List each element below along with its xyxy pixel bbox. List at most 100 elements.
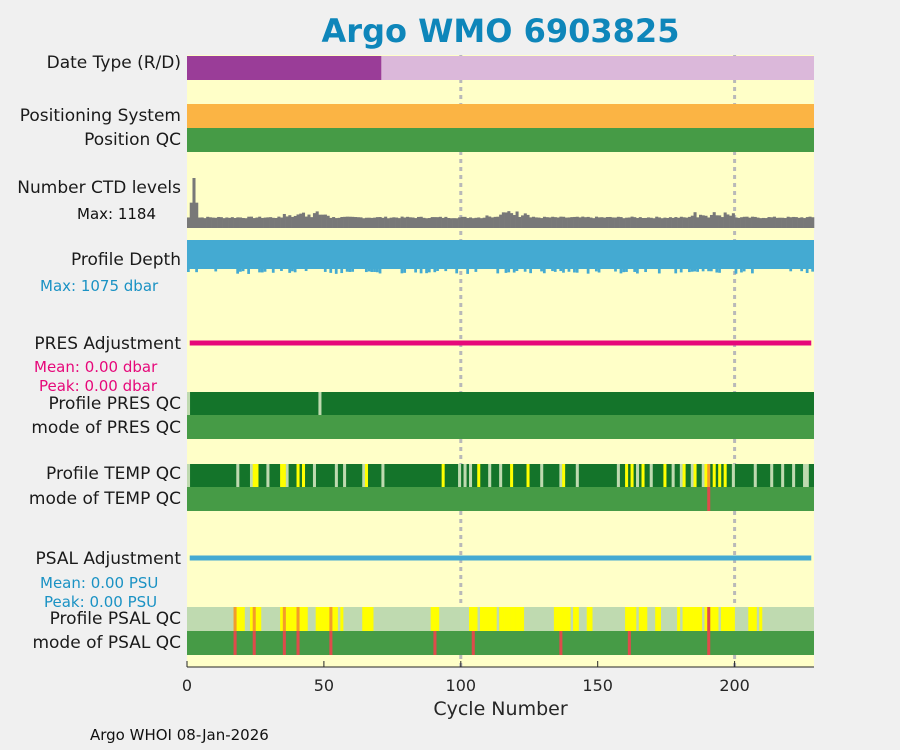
ctd-levels-bar <box>310 217 314 228</box>
ctd-levels-bar <box>441 217 445 228</box>
psal-qc-cell-yellow <box>315 607 319 631</box>
ctd-levels-bar <box>493 216 497 228</box>
psal-qc-cell-yellow <box>589 607 593 631</box>
temp-qc-cell-yellow <box>625 464 629 487</box>
profile-depth-dip <box>800 269 804 272</box>
profile-depth-dip <box>622 269 626 273</box>
psal-qc-cell-yellow <box>280 607 284 631</box>
psal-qc-cell-yellow <box>512 607 516 631</box>
ctd-levels-bar <box>189 202 193 228</box>
ctd-levels-bar <box>545 217 549 228</box>
ctd-levels-bar <box>734 217 738 228</box>
profile-depth-dip <box>329 269 333 273</box>
profile-depth-dip <box>644 269 647 273</box>
ctd-levels-bar <box>299 213 303 228</box>
x-tick-label: 200 <box>719 676 750 695</box>
profile-depth-dip <box>195 269 198 273</box>
ctd-levels-bar <box>603 217 607 228</box>
ctd-levels-bar <box>343 216 347 228</box>
ctd-levels-bar <box>772 216 776 228</box>
ctd-levels-bar <box>433 217 437 228</box>
date-type-delayed-bar <box>381 56 814 80</box>
ctd-levels-bar <box>438 216 442 228</box>
ctd-levels-bar <box>529 217 533 228</box>
profile-depth-dip <box>214 269 218 272</box>
profile-depth-dip <box>364 269 368 273</box>
ctd-levels-bar <box>479 218 484 228</box>
psal-qc-cell-yellow <box>471 607 475 631</box>
ctd-levels-bar <box>378 217 382 228</box>
psal-qc-cell-yellow <box>759 607 763 631</box>
temp-qc-cell-light <box>753 464 757 487</box>
profile-depth-dip <box>403 269 407 273</box>
profile-depth-dip <box>657 269 661 274</box>
ctd-levels-bar <box>258 216 262 228</box>
ctd-levels-bar <box>260 217 264 228</box>
ctd-levels-bar <box>783 218 787 228</box>
ctd-levels-bar <box>293 215 297 228</box>
ctd-levels-bar <box>477 217 481 228</box>
ctd-levels-bar <box>334 218 338 228</box>
temp-qc-cell-yellow <box>693 464 697 487</box>
profile-depth-dip <box>436 269 439 272</box>
ctd-levels-bar <box>564 217 568 228</box>
temp-qc-cell-yellow <box>718 464 722 487</box>
ctd-levels-bar <box>805 217 809 228</box>
ctd-levels-bar <box>556 217 560 228</box>
ctd-levels-bar <box>575 216 579 228</box>
psal-qc-cell-yellow <box>241 607 245 631</box>
ctd-levels-bar <box>630 216 634 228</box>
ctd-levels-bar <box>701 215 705 228</box>
temp-qc-cell-yellow <box>282 464 286 487</box>
psal-qc-cell-yellow <box>318 607 322 631</box>
ctd-levels-bar <box>389 217 393 228</box>
psal-qc-cell-yellow <box>559 607 563 631</box>
ctd-levels-bar <box>666 217 670 228</box>
temp-qc-cell-light <box>249 464 254 487</box>
profile-depth-dip <box>586 269 590 274</box>
psal-qc-cell-yellow <box>729 607 733 631</box>
ctd-levels-bar <box>329 217 333 228</box>
ctd-levels-bar <box>646 217 651 228</box>
pres-mode-bar <box>187 415 814 439</box>
psal-mode-bar <box>187 631 814 655</box>
profile-depth-dip <box>636 269 639 274</box>
psal-qc-cell-yellow <box>748 607 752 631</box>
ctd-levels-bar <box>781 217 785 228</box>
profile-depth-dip <box>419 269 423 274</box>
ctd-levels-bar <box>504 212 508 228</box>
psal-mode-cell-red <box>471 631 475 655</box>
psal-mode-cell-red <box>559 631 563 655</box>
profile-depth-dip <box>373 269 376 272</box>
psal-qc-cell-yellow <box>499 607 503 631</box>
ctd-levels-bar <box>690 215 694 228</box>
psal-qc-cell-yellow <box>430 607 434 631</box>
psal-qc-cell-yellow <box>488 607 492 631</box>
psal-qc-cell-red <box>707 607 711 631</box>
x-tick-label: 50 <box>313 676 335 695</box>
temp-qc-cell-light <box>362 464 366 487</box>
footer-credit: Argo WHOI 08-Jan-2026 <box>90 726 269 744</box>
temp-qc-cell-light <box>792 464 796 487</box>
psal-qc-cell-yellow <box>630 607 634 631</box>
ctd-levels-bar <box>619 217 623 228</box>
ctd-levels-bar <box>625 217 629 228</box>
psal-qc-cell-yellow <box>677 607 681 631</box>
ctd-levels-bar <box>553 217 557 228</box>
psal-qc-cell-yellow <box>370 607 374 631</box>
ctd-levels-bar <box>488 216 492 228</box>
profile-depth-dip <box>378 269 382 274</box>
ctd-levels-bar <box>551 216 555 228</box>
ctd-levels-bar <box>655 216 659 228</box>
ctd-levels-bar <box>414 218 418 228</box>
temp-qc-cell-yellow <box>255 464 259 487</box>
profile-depth-dip <box>293 269 297 273</box>
profile-depth-dip <box>701 269 705 272</box>
psal-qc-cell-yellow <box>285 607 289 631</box>
ctd-levels-bar <box>740 217 744 228</box>
ctd-levels-bar <box>649 217 653 228</box>
psal-mode-cell-red <box>282 631 286 655</box>
psal-qc-cell-orange <box>252 607 256 631</box>
temp-qc-cell-light <box>343 464 347 487</box>
profile-depth-dip <box>559 269 563 272</box>
